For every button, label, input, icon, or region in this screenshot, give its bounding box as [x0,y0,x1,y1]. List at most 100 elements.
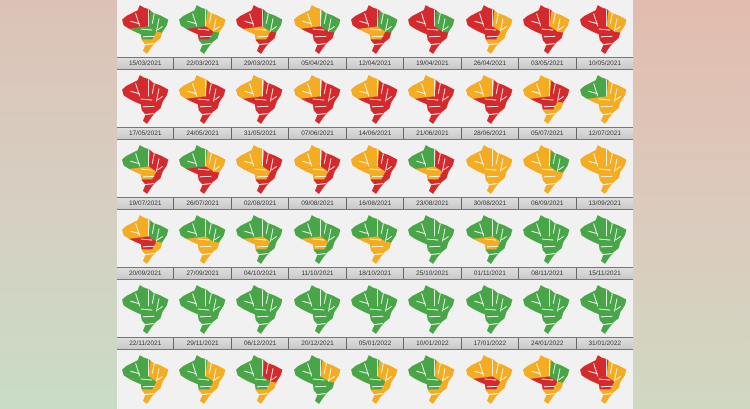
region-north [179,144,209,170]
state-borders [129,78,163,115]
date-label: 22/11/2021 [117,338,174,349]
region-north [236,4,266,30]
region-north [351,144,381,170]
region-center-west [523,165,558,179]
brazil-map [117,210,174,267]
brazil-map [232,210,289,267]
region-north [465,354,495,380]
state-borders [473,78,507,115]
brazil-map [232,140,289,197]
brazil-map-svg [523,284,570,334]
region-north [523,144,553,170]
state-borders [301,358,335,395]
date-label: 26/07/2021 [173,198,231,209]
region-center-west [179,375,214,389]
region-north [121,214,151,240]
brazil-map [174,0,231,57]
state-borders [301,288,335,325]
brazil-map-svg [179,74,226,124]
brazil-map [117,280,174,337]
region-north [580,4,610,30]
date-label: 05/01/2022 [345,338,404,349]
brazil-map [232,70,289,127]
brazil-map-svg [121,4,169,54]
brazil-map [518,350,575,407]
brazil-map-svg [236,354,283,404]
region-north [121,4,151,30]
brazil-map [461,140,518,197]
region-center-west [465,165,501,179]
brazil-map [174,280,231,337]
brazil-map [576,140,633,197]
state-borders [187,148,220,185]
state-borders [129,288,163,325]
date-label: 07/06/2021 [288,128,346,139]
brazil-map [404,70,461,127]
brazil-map [576,70,633,127]
region-center-west [580,25,615,39]
date-label: 17/05/2021 [117,128,174,139]
region-north [293,74,323,100]
brazil-map-svg [523,74,570,124]
brazil-map-svg [580,284,627,334]
region-center-west [465,305,501,319]
region-center-west [580,305,615,319]
region-center-west [179,25,214,39]
brazil-map-svg [465,284,512,334]
brazil-map [576,0,633,57]
date-label: 22/03/2021 [173,58,231,69]
date-label: 20/09/2021 [117,268,174,279]
region-center-west [580,95,615,109]
date-label: 08/11/2021 [518,268,576,279]
brazil-map-svg [351,354,398,404]
date-label: 28/06/2021 [460,128,519,139]
brazil-map-svg [351,74,398,124]
date-label: 29/11/2021 [173,338,231,349]
map-row [117,0,633,57]
brazil-map [174,140,231,197]
region-north [351,4,381,30]
date-label: 29/03/2021 [230,58,289,69]
region-north [351,354,381,380]
brazil-map [404,140,461,197]
date-label: 25/10/2021 [403,268,461,279]
date-label: 26/04/2021 [460,58,519,69]
brazil-map-svg [293,4,341,54]
brazil-map [518,280,575,337]
brazil-map [346,350,403,407]
brazil-map [289,210,346,267]
date-label: 19/07/2021 [117,198,174,209]
brazil-map [346,280,403,337]
state-borders [187,78,220,115]
region-north [465,214,495,240]
region-center-west [408,95,443,109]
date-label: 10/01/2022 [403,338,461,349]
region-north [293,284,323,310]
brazil-map [346,140,403,197]
brazil-map-svg [408,74,455,124]
map-row [117,70,633,127]
brazil-map-svg [580,4,627,54]
brazil-map [518,140,575,197]
date-label: 02/08/2021 [230,198,289,209]
brazil-map-svg [121,354,169,404]
brazil-map [174,210,231,267]
region-center-west [293,95,329,109]
state-borders [359,358,392,395]
region-center-west [523,305,558,319]
brazil-map-svg [293,214,341,264]
brazil-map [404,280,461,337]
brazil-map [174,350,231,407]
region-north [236,354,266,380]
region-center-west [351,235,386,249]
brazil-map-svg [293,144,341,194]
state-borders [416,218,450,255]
brazil-map [289,350,346,407]
region-center-west [293,235,329,249]
date-label: 11/10/2021 [288,268,346,279]
brazil-map-svg [408,354,455,404]
state-borders [416,358,450,395]
state-borders [416,148,450,185]
state-borders [588,78,622,115]
region-north [179,74,209,100]
